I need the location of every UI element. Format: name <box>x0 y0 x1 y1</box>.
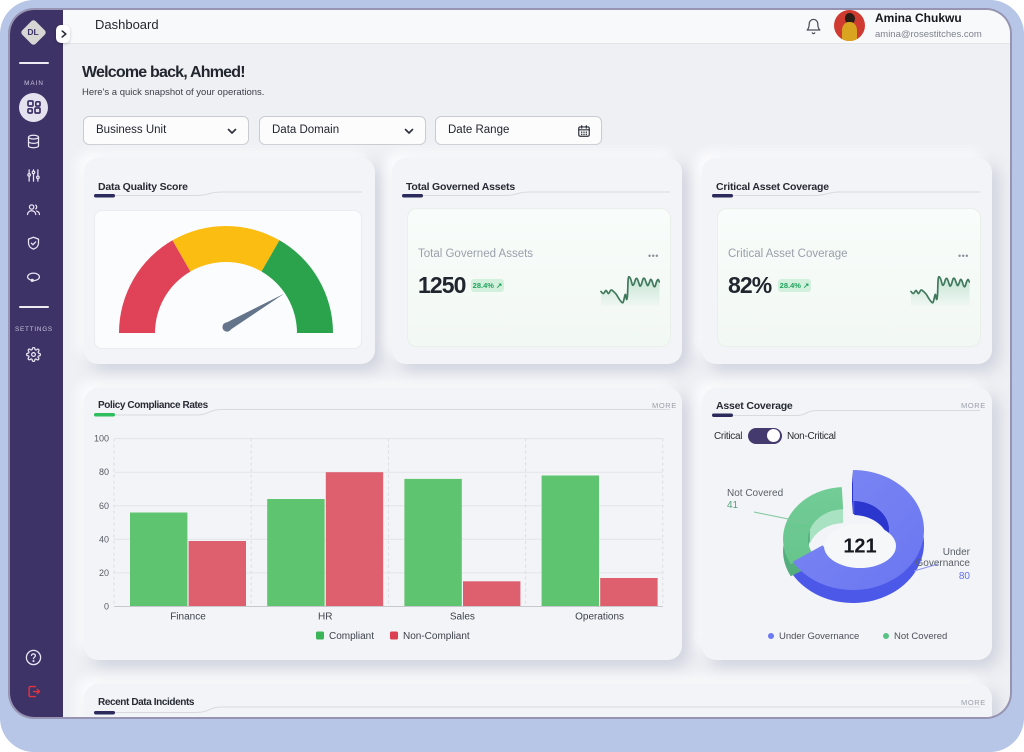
svg-text:60: 60 <box>99 501 109 511</box>
svg-text:HR: HR <box>318 612 332 623</box>
svg-text:Operations: Operations <box>575 612 624 623</box>
svg-text:0: 0 <box>104 602 109 612</box>
svg-text:40: 40 <box>99 534 109 544</box>
svg-text:80: 80 <box>99 467 109 477</box>
svg-text:20: 20 <box>99 568 109 578</box>
svg-text:Finance: Finance <box>170 612 206 623</box>
svg-text:121: 121 <box>843 536 876 558</box>
svg-text:100: 100 <box>94 434 109 444</box>
svg-text:Non-Compliant: Non-Compliant <box>403 631 470 642</box>
svg-text:Sales: Sales <box>450 612 475 623</box>
svg-text:Compliant: Compliant <box>329 631 374 642</box>
